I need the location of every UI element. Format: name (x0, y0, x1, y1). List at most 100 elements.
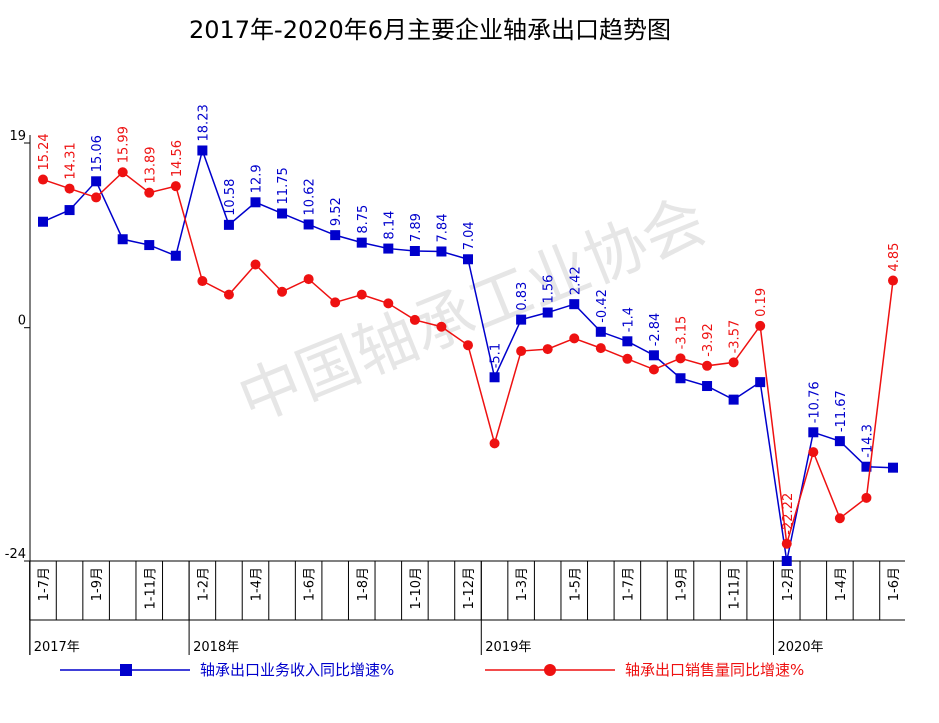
marker (64, 183, 75, 194)
marker (569, 333, 580, 344)
marker (38, 174, 48, 185)
marker (38, 216, 48, 227)
x-tick-label: 1-11月 (143, 567, 158, 610)
marker (197, 276, 208, 287)
x-tick-label: 1-6月 (303, 567, 318, 601)
marker (622, 336, 633, 347)
marker (197, 145, 208, 156)
marker (542, 307, 553, 318)
x-tick-label: 1-7月 (621, 567, 636, 601)
marker (755, 320, 766, 331)
marker (91, 192, 102, 203)
legend-marker (544, 664, 556, 676)
group-label: 2020年 (777, 640, 823, 655)
value-label: 7.84 (435, 214, 450, 243)
group-label: 2017年 (34, 640, 80, 655)
marker (64, 205, 75, 216)
x-tick-label: 1-4月 (250, 567, 265, 601)
marker (595, 326, 606, 337)
marker (675, 373, 686, 384)
value-label: 15.99 (117, 126, 132, 163)
group-label: 2019年 (485, 640, 531, 655)
marker (595, 343, 606, 354)
marker (569, 299, 580, 310)
y-tick-label: 19 (9, 129, 26, 144)
marker (356, 237, 367, 248)
x-tick-label: 1-3月 (515, 567, 530, 601)
value-label: 10.62 (303, 178, 318, 215)
x-tick-label: 1-5月 (568, 567, 583, 601)
value-label: 0.19 (754, 288, 769, 317)
marker (888, 275, 898, 286)
value-label: -10.76 (807, 381, 822, 423)
marker (648, 364, 659, 375)
value-label: -3.92 (701, 323, 716, 357)
value-label: 12.9 (250, 164, 265, 193)
x-tick-label: 1-7月 (37, 567, 52, 601)
value-label: -22.22 (781, 493, 796, 535)
marker (702, 360, 713, 371)
group-label: 2018年 (193, 640, 239, 655)
value-label: 18.23 (196, 104, 211, 141)
marker (409, 245, 420, 256)
marker (834, 436, 845, 447)
x-tick-label: 1-9月 (90, 567, 105, 601)
legend-label: 轴承出口销售量同比增速% (625, 661, 804, 679)
marker (91, 176, 102, 187)
x-tick-label: 1-11月 (728, 567, 743, 610)
x-tick-label: 1-10月 (409, 567, 424, 610)
value-label: 7.89 (409, 213, 424, 242)
chart-title: 2017年-2020年6月主要企业轴承出口趋势图 (189, 16, 671, 44)
value-label: 11.75 (276, 167, 291, 204)
value-label: 0.83 (515, 282, 530, 311)
marker (781, 538, 792, 549)
marker (463, 340, 473, 351)
marker (834, 513, 845, 524)
value-label: -11.67 (834, 390, 849, 432)
marker (888, 462, 898, 473)
marker (728, 394, 739, 405)
value-label: 7.04 (462, 221, 477, 250)
x-tick-label: 1-6月 (887, 567, 902, 601)
x-tick-label: 1-2月 (781, 567, 796, 601)
value-label: 9.52 (329, 197, 344, 226)
marker (542, 344, 553, 355)
value-label: 13.89 (143, 146, 158, 183)
marker (463, 254, 473, 265)
marker (303, 219, 314, 230)
marker (728, 357, 739, 368)
marker (383, 243, 394, 254)
value-label: 4.85 (887, 243, 902, 272)
marker (436, 246, 447, 257)
marker (808, 427, 819, 438)
marker (170, 181, 181, 192)
value-label: -0.42 (595, 289, 610, 323)
value-label: 14.56 (170, 140, 185, 177)
x-tick-label: 1-4月 (834, 567, 849, 601)
x-tick-label: 1-8月 (356, 567, 371, 601)
series-line (42, 147, 894, 562)
marker (250, 197, 261, 208)
marker (383, 298, 394, 309)
marker (144, 240, 155, 251)
marker (223, 289, 234, 300)
legend-label: 轴承出口业务收入同比增速% (200, 661, 394, 679)
marker (277, 286, 288, 297)
x-tick-label: 1-12月 (462, 567, 477, 610)
marker (861, 461, 872, 472)
value-label: -2.84 (648, 313, 663, 347)
marker (516, 346, 527, 357)
marker (489, 372, 500, 383)
marker (223, 219, 234, 230)
legend-marker (120, 664, 132, 676)
marker (675, 353, 686, 364)
value-label: 14.31 (64, 142, 79, 179)
marker (303, 274, 314, 285)
marker (144, 187, 155, 198)
marker (755, 377, 766, 388)
marker (170, 250, 181, 261)
value-label: 15.06 (90, 135, 105, 172)
marker (808, 447, 819, 458)
marker (250, 259, 261, 270)
